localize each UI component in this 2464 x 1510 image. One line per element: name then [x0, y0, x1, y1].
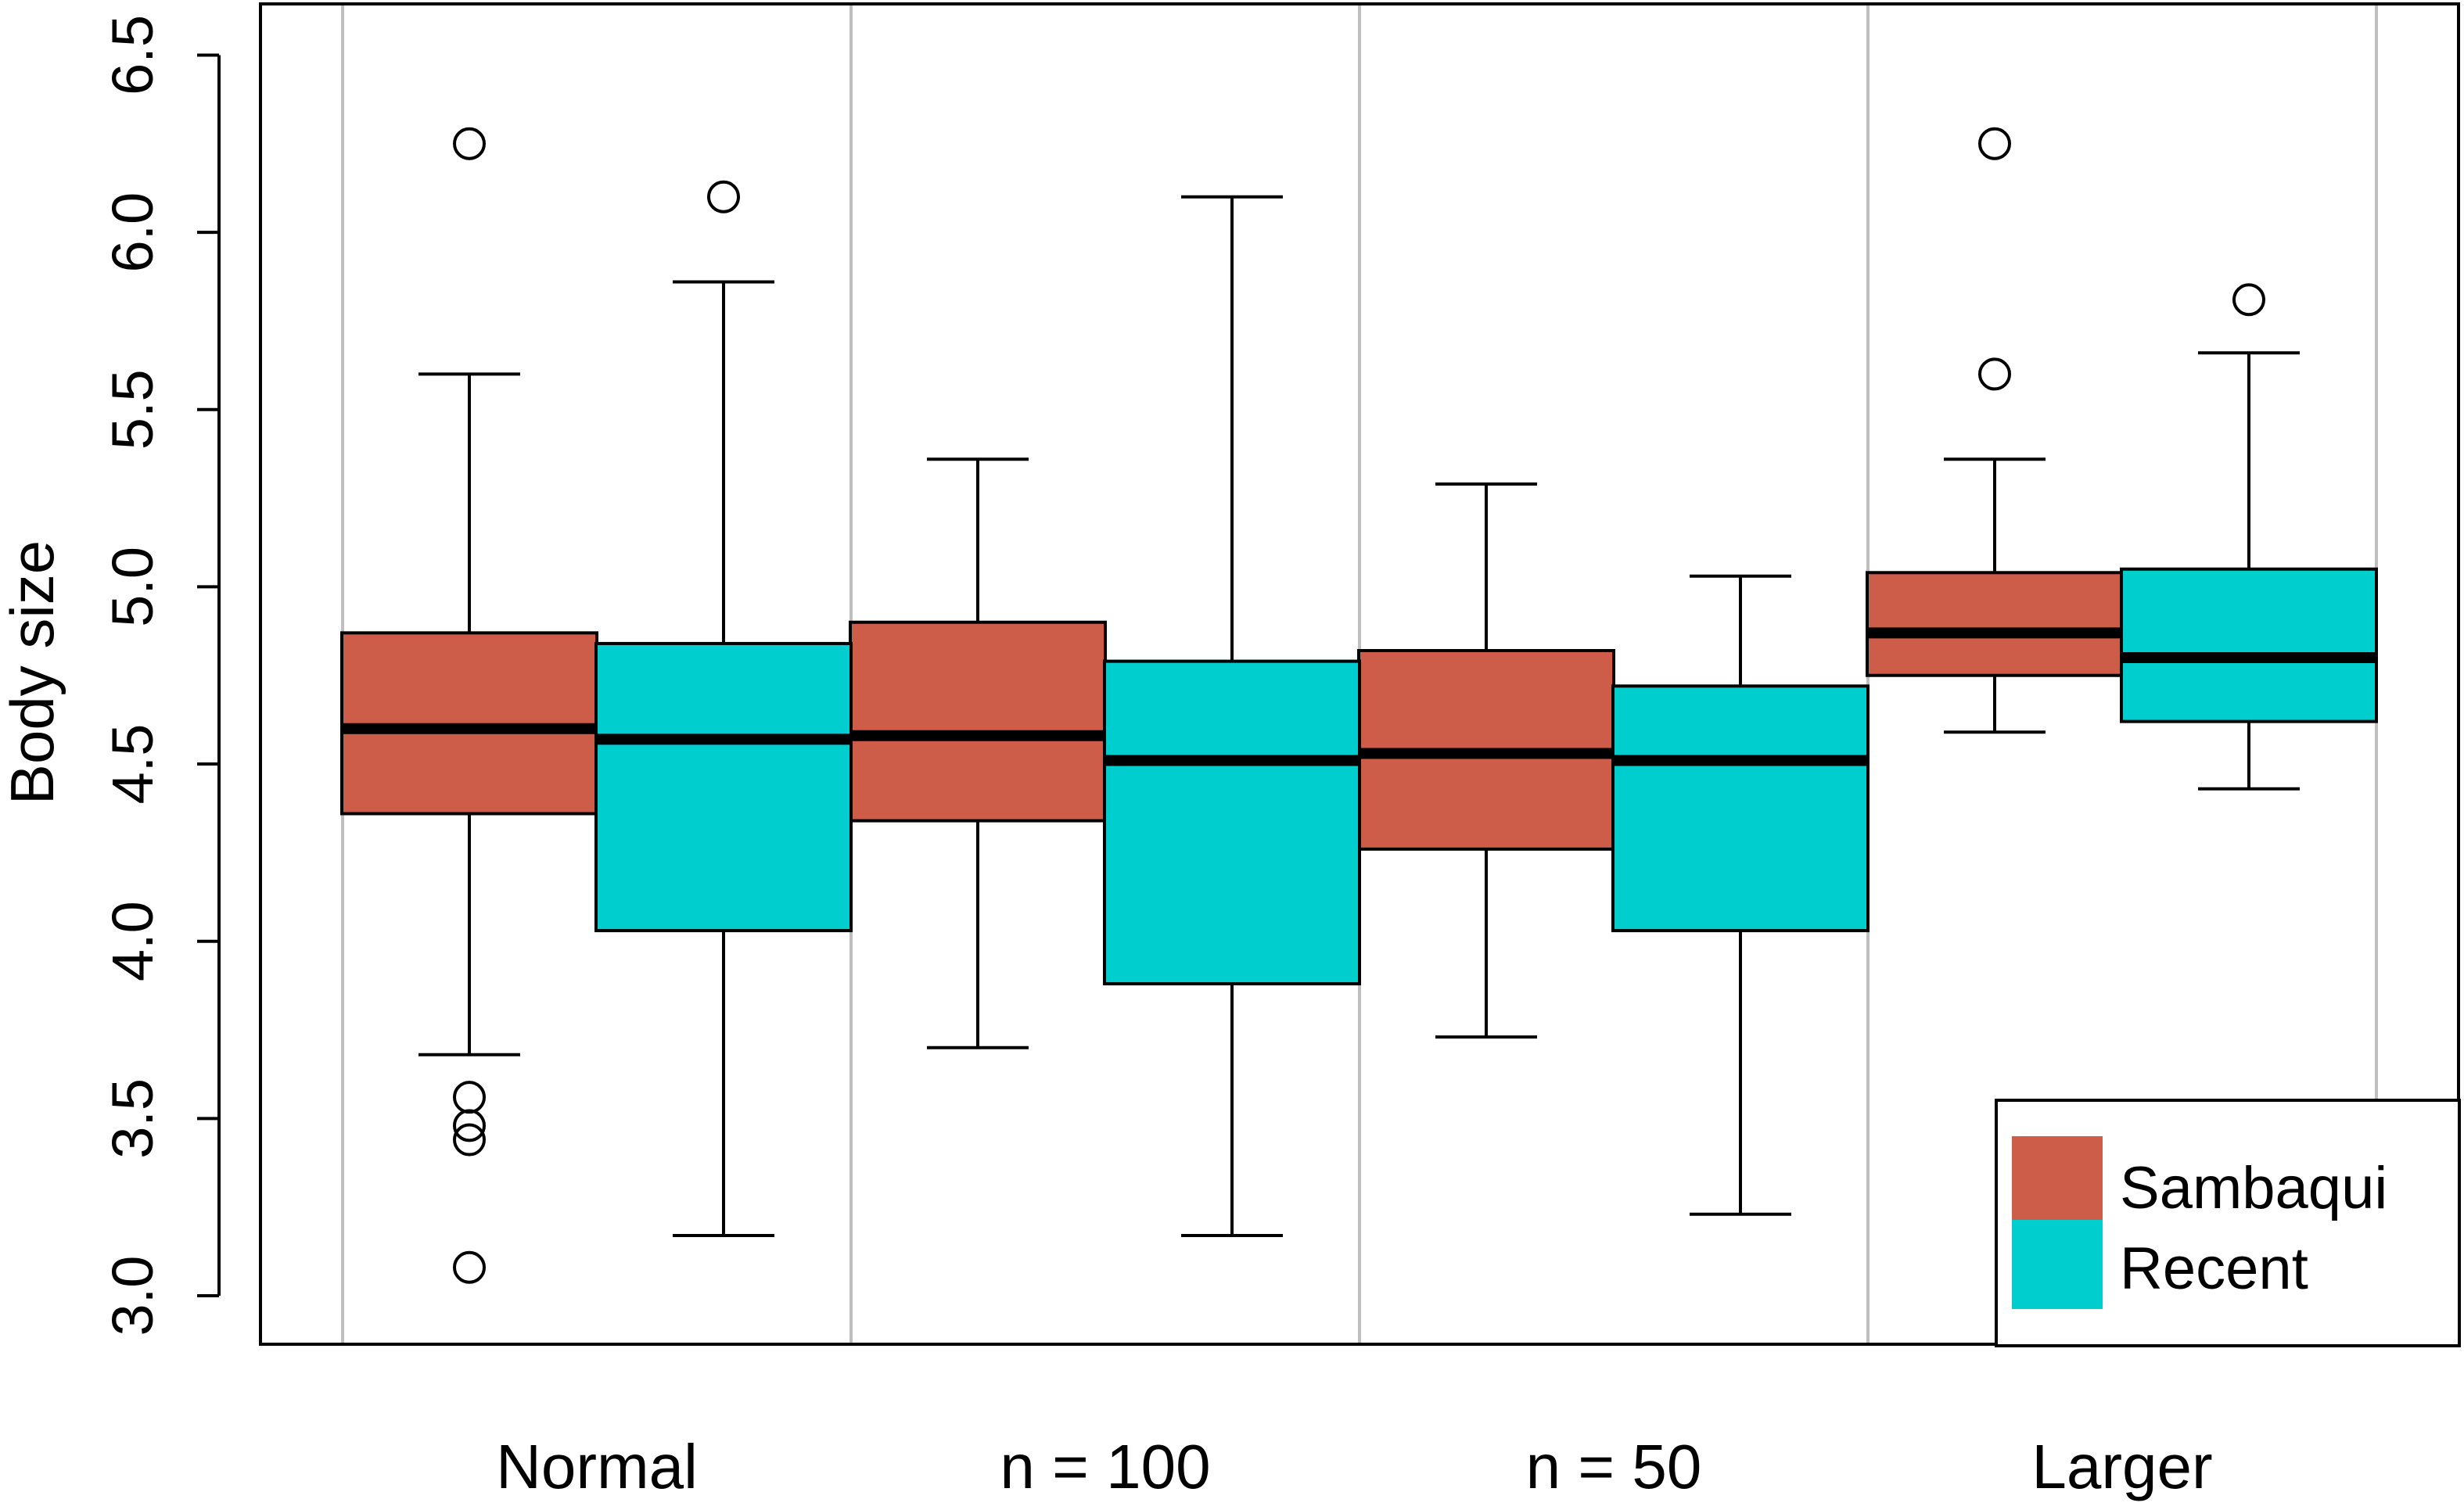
y-tick-label: 6.5: [100, 15, 165, 95]
box-iqr: [1611, 684, 1870, 933]
x-axis: Normal n = 100 n = 50 Larger: [496, 1432, 2213, 1501]
x-tick-label: Larger: [2031, 1432, 2212, 1501]
outlier-point: [453, 1123, 486, 1157]
outlier-point: [453, 127, 486, 160]
box-recent-1: [594, 180, 853, 1237]
y-tick-label: 5.0: [100, 547, 165, 627]
box-recent-3: [1611, 574, 1870, 1216]
box-iqr: [1866, 571, 2124, 677]
box-sambaqui-1: [340, 127, 598, 1284]
x-tick-label: n = 100: [1000, 1432, 1210, 1501]
box-iqr: [849, 620, 1107, 823]
outlier-point: [707, 180, 740, 213]
legend-swatch-recent: [2012, 1220, 2103, 1309]
legend: Sambaqui Recent: [1995, 1099, 2461, 1347]
outlier-point: [2232, 283, 2265, 317]
box-recent-4: [2120, 283, 2378, 791]
y-axis-label: Body size: [0, 540, 66, 805]
y-axis: 3.0 3.5 4.0 4.5 5.0 5.5 6.0 6.5: [100, 15, 221, 1336]
y-tick-label: 4.0: [100, 901, 165, 981]
y-tick-label: 4.5: [100, 724, 165, 805]
outlier-point: [1978, 127, 2011, 160]
box-iqr: [2120, 567, 2378, 723]
x-tick-label: Normal: [496, 1432, 698, 1501]
box-sambaqui-2: [849, 457, 1107, 1049]
y-tick-label: 3.0: [100, 1256, 165, 1336]
outlier-point: [453, 1109, 486, 1142]
box-recent-2: [1103, 195, 1361, 1237]
box-iqr: [1103, 659, 1361, 986]
plot-frame: [259, 2, 2460, 1346]
box-iqr: [594, 641, 853, 933]
outlier-point: [453, 1081, 486, 1114]
box-series: [340, 127, 2378, 1284]
outlier-point: [1978, 357, 2011, 391]
legend-label-sambaqui: Sambaqui: [2120, 1155, 2387, 1221]
y-tick-label: 6.0: [100, 192, 165, 273]
box-sambaqui-4: [1866, 127, 2124, 734]
legend-label-recent: Recent: [2120, 1236, 2308, 1302]
y-tick-label: 3.5: [100, 1078, 165, 1159]
x-tick-label: n = 50: [1526, 1432, 1702, 1501]
outlier-point: [453, 1250, 486, 1284]
legend-swatch-sambaqui: [2012, 1136, 2103, 1220]
y-tick-label: 5.5: [100, 369, 165, 450]
box-sambaqui-3: [1357, 482, 1615, 1039]
